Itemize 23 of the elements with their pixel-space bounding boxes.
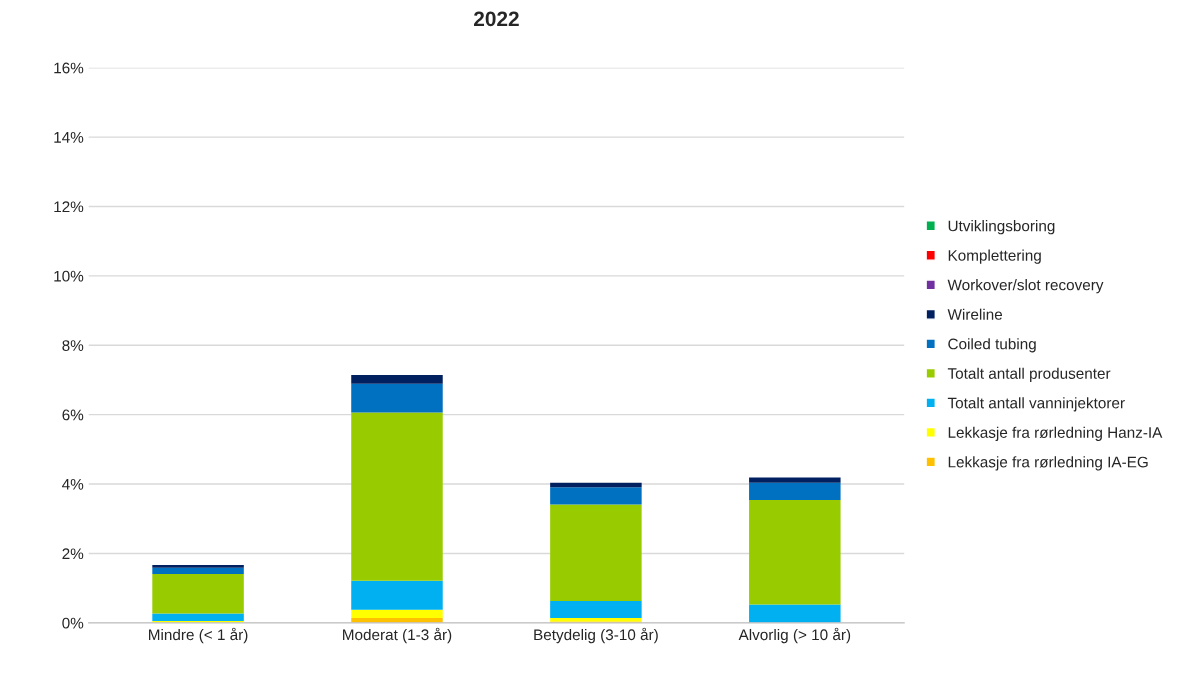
x-tick-label: Moderat (1-3 år)	[343, 627, 452, 644]
legend-label: Lekkasje fra rørledning IA-EG	[948, 456, 1148, 471]
y-tick-label: 0%	[62, 617, 84, 629]
legend-label: Komplettering	[948, 249, 1041, 264]
y-tick-label: 8%	[62, 340, 84, 351]
legend-label: Wireline	[947, 308, 1003, 320]
y-tick-label: 12%	[54, 201, 84, 213]
y-tick-label: 6%	[62, 409, 84, 421]
legend-label: Totalt antall produsenter	[947, 367, 1111, 382]
y-tick-label: 10%	[54, 270, 84, 282]
y-tick-label: 16%	[54, 62, 84, 74]
legend-label: Workover/slot recovery	[947, 279, 1104, 294]
x-tick-label: Alvorlig (> 10 år)	[738, 627, 851, 644]
y-tick-label: 4%	[62, 478, 84, 490]
legend-label: Utviklingsboring	[948, 220, 1055, 235]
legend-label: Totalt antall vanninjektorer	[947, 397, 1125, 412]
legend-label: Lekkasje fra rørledning Hanz-IA	[948, 426, 1163, 441]
chart-title: 2022	[473, 11, 519, 27]
legend-label: Coiled tubing	[948, 338, 1036, 353]
x-tick-label: Betydelig (3-10 år)	[534, 627, 658, 644]
x-tick-label: Mindre (< 1 år)	[149, 627, 248, 644]
y-tick-label: 14%	[54, 132, 84, 143]
y-tick-label: 2%	[62, 548, 84, 560]
